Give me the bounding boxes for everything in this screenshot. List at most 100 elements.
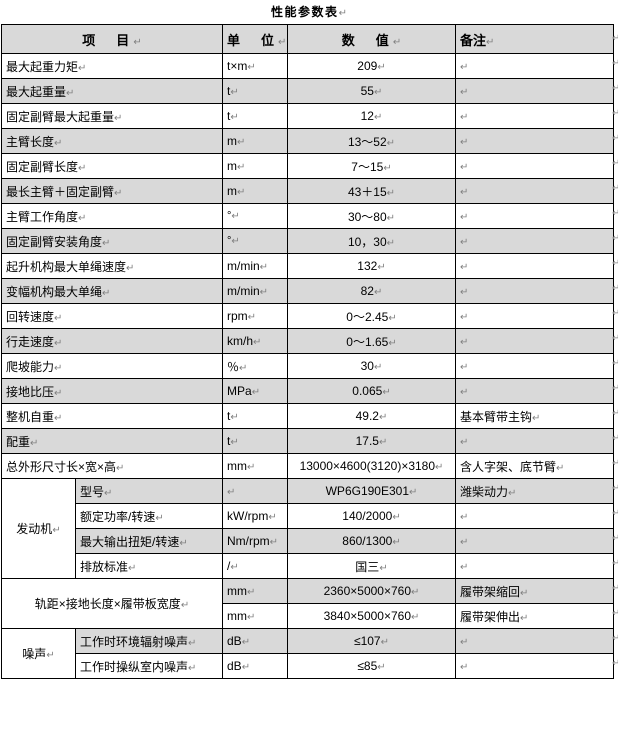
- cell-paragraph-mark: ↵: [460, 337, 469, 348]
- cell-paragraph-mark: ↵: [128, 562, 137, 574]
- row-end-mark: ↵: [612, 408, 618, 419]
- row-unit: t↵: [222, 103, 288, 129]
- row-value: 10，30↵: [287, 228, 456, 254]
- track-value: 3840×5000×760↵: [287, 603, 456, 629]
- row-item-label: 整机自重↵: [1, 403, 223, 429]
- cell-paragraph-mark: ↵: [247, 62, 256, 73]
- cell-paragraph-mark: ↵: [116, 462, 125, 474]
- cell-paragraph-mark: ↵: [102, 287, 111, 299]
- cell-paragraph-mark: ↵: [114, 112, 123, 124]
- row-end-mark: ↵: [612, 158, 618, 169]
- row-end-mark: ↵: [612, 583, 618, 594]
- cell-paragraph-mark: ↵: [239, 362, 248, 374]
- cell-paragraph-mark: ↵: [155, 512, 164, 524]
- row-item-label: 变幅机构最大单绳↵: [1, 278, 223, 304]
- cell-paragraph-mark: ↵: [230, 437, 239, 448]
- row-end-mark: ↵: [612, 233, 618, 244]
- row-unit: t↵: [222, 78, 288, 104]
- row-remark: ↵: [455, 78, 614, 104]
- track-unit: mm↵: [222, 578, 288, 604]
- cell-paragraph-mark: ↵: [114, 187, 123, 199]
- table-row: 主臂工作角度↵ °↵ 30～80↵ ↵: [1, 203, 614, 229]
- engine-value: 140/2000↵: [287, 503, 456, 529]
- row-end-mark: ↵: [612, 58, 618, 69]
- cell-paragraph-mark: ↵: [460, 212, 469, 223]
- cell-paragraph-mark: ↵: [237, 187, 246, 198]
- row-unit: t×m↵: [222, 53, 288, 79]
- cell-paragraph-mark: ↵: [247, 312, 257, 323]
- row-remark: 基本臂带主钩↵: [455, 403, 614, 429]
- cell-paragraph-mark: ↵: [237, 137, 246, 148]
- cell-paragraph-mark: ↵: [460, 237, 469, 248]
- header-cell-item: 项 目↵: [1, 24, 223, 54]
- cell-paragraph-mark: ↵: [460, 362, 469, 373]
- cell-paragraph-mark: ↵: [460, 387, 469, 398]
- header-cell-value: 数 值↵: [287, 24, 456, 54]
- engine-group-label: 发动机↵: [1, 478, 76, 579]
- row-unit: t↵: [222, 428, 288, 454]
- engine-value: 860/1300↵: [287, 528, 456, 554]
- row-item-label: 回转速度↵: [1, 303, 223, 329]
- row-unit: m↵: [222, 128, 288, 154]
- row-item-label: 最长主臂＋固定副臂↵: [1, 178, 223, 204]
- cell-paragraph-mark: ↵: [460, 562, 469, 573]
- cell-paragraph-mark: ↵: [373, 362, 383, 373]
- row-end-mark: ↵: [612, 658, 618, 669]
- cell-paragraph-mark: ↵: [386, 137, 396, 149]
- row-end-mark: ↵: [612, 283, 618, 294]
- engine-unit: /↵: [222, 553, 288, 579]
- cell-paragraph-mark: ↵: [259, 287, 269, 298]
- page-title: 性能参数表↵: [0, 0, 618, 24]
- row-remark: 含人字架、底节臂↵: [455, 453, 614, 479]
- row-unit: t↵: [222, 403, 288, 429]
- cell-paragraph-mark: ↵: [388, 312, 397, 324]
- cell-paragraph-mark: ↵: [230, 87, 239, 98]
- cell-paragraph-mark: ↵: [377, 62, 386, 73]
- noise-sub-label: 工作时操纵室内噪声↵: [75, 653, 223, 679]
- cell-paragraph-mark: ↵: [268, 512, 277, 523]
- cell-paragraph-mark: ↵: [104, 487, 113, 499]
- engine-remark: 潍柴动力↵: [455, 478, 614, 504]
- row-end-mark: ↵: [612, 258, 618, 269]
- cell-paragraph-mark: ↵: [247, 462, 256, 473]
- cell-paragraph-mark: ↵: [460, 262, 469, 273]
- row-remark: ↵: [455, 278, 614, 304]
- table-row: 主臂长度↵ m↵ 13～52↵ ↵: [1, 128, 614, 154]
- cell-paragraph-mark: ↵: [460, 112, 469, 123]
- engine-unit: Nm/rpm↵: [222, 528, 288, 554]
- row-unit: km/h↵: [222, 328, 288, 354]
- table-row-engine: 排放标准↵ /↵ 国三↵ ↵: [2, 553, 614, 579]
- row-remark: ↵: [455, 303, 614, 329]
- cell-paragraph-mark: ↵: [54, 137, 63, 149]
- cell-paragraph-mark: ↵: [231, 211, 240, 222]
- cell-paragraph-mark: ↵: [278, 36, 287, 48]
- engine-value: 国三↵: [287, 553, 456, 579]
- row-end-mark: ↵: [612, 33, 618, 44]
- cell-paragraph-mark: ↵: [377, 262, 386, 273]
- cell-paragraph-mark: ↵: [52, 525, 61, 536]
- table-row-engine: 额定功率/转速↵ kW/rpm↵ 140/2000↵ ↵: [2, 503, 614, 529]
- cell-paragraph-mark: ↵: [230, 412, 239, 423]
- row-item-label: 主臂工作角度↵: [1, 203, 223, 229]
- cell-paragraph-mark: ↵: [78, 212, 87, 224]
- row-value-text: 13000×4600(3120)×3180↵: [299, 459, 444, 473]
- table-row: 最大起重量↵ t↵ 55↵ ↵: [1, 78, 614, 104]
- track-remark: 履带架缩回↵: [455, 578, 614, 604]
- row-unit: °↵: [222, 228, 288, 254]
- row-unit: m/min↵: [222, 278, 288, 304]
- cell-paragraph-mark: ↵: [54, 337, 63, 349]
- cell-paragraph-mark: ↵: [392, 36, 402, 48]
- row-value: 209↵: [287, 53, 456, 79]
- engine-sub-label: 额定功率/转速↵: [75, 503, 223, 529]
- row-end-mark: ↵: [612, 333, 618, 344]
- cell-paragraph-mark: ↵: [241, 637, 251, 648]
- cell-paragraph-mark: ↵: [251, 387, 261, 398]
- cell-paragraph-mark: ↵: [54, 312, 63, 324]
- row-remark: ↵: [455, 353, 614, 379]
- row-end-mark: ↵: [612, 83, 618, 94]
- engine-sub-label: 型号↵: [75, 478, 223, 504]
- cell-paragraph-mark: ↵: [269, 537, 279, 548]
- table-row: 固定副臂长度↵ m↵ 7～15↵ ↵: [1, 153, 614, 179]
- cell-paragraph-mark: ↵: [486, 36, 495, 48]
